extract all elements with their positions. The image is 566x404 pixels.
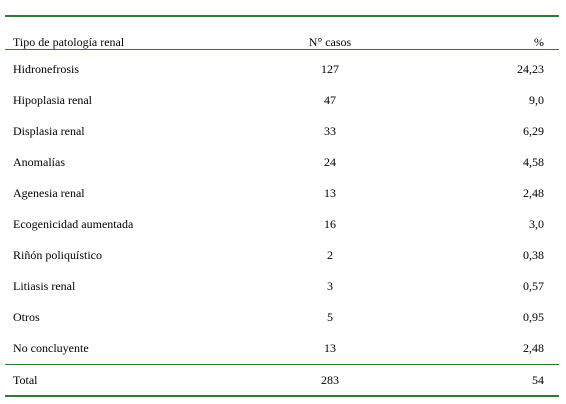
row-name: Anomalías <box>13 155 65 169</box>
table-row: Litiasis renal 3 0,57 <box>5 271 559 302</box>
top-rule <box>5 15 559 17</box>
row-percentage: 0,95 <box>523 310 544 324</box>
row-name: Agenesia renal <box>13 186 85 200</box>
table-row: Hidronefrosis 127 24,23 <box>5 54 559 85</box>
header-case-count: N° casos <box>308 35 352 49</box>
row-percentage: 2,48 <box>523 341 544 355</box>
row-count: 13 <box>324 341 336 355</box>
table-header-row: Tipo de patología renal N° casos % <box>5 17 559 49</box>
row-count: 3 <box>327 279 333 293</box>
row-count: 5 <box>327 310 333 324</box>
row-name: Otros <box>13 310 40 324</box>
row-name: Hidronefrosis <box>13 62 79 76</box>
row-name: Litiasis renal <box>13 279 76 293</box>
bottom-rule <box>5 395 559 397</box>
row-percentage: 4,58 <box>523 155 544 169</box>
row-percentage: 9,0 <box>529 93 544 107</box>
row-percentage: 3,0 <box>529 217 544 231</box>
table-row: Otros 5 0,95 <box>5 302 559 333</box>
header-percentage: % <box>534 35 544 49</box>
row-percentage: 24,23 <box>517 62 544 76</box>
header-rule <box>5 49 559 50</box>
table-row: Anomalías 24 4,58 <box>5 147 559 178</box>
table-row: Displasia renal 33 6,29 <box>5 116 559 147</box>
table-total-row: Total 283 54 <box>5 365 559 395</box>
row-percentage: 0,57 <box>523 279 544 293</box>
row-count: 33 <box>324 124 336 138</box>
row-count: 13 <box>324 186 336 200</box>
row-name: Riñón poliquístico <box>13 248 103 262</box>
row-percentage: 0,38 <box>523 248 544 262</box>
row-count: 127 <box>321 62 339 76</box>
row-count: 47 <box>324 93 336 107</box>
row-name: Hipoplasia renal <box>13 93 92 107</box>
row-name: Displasia renal <box>13 124 85 138</box>
table-row: No concluyente 13 2,48 <box>5 333 559 364</box>
total-rule <box>5 364 559 365</box>
row-percentage: 6,29 <box>523 124 544 138</box>
total-label: Total <box>13 373 38 387</box>
row-count: 2 <box>327 248 333 262</box>
table-row: Riñón poliquístico 2 0,38 <box>5 240 559 271</box>
total-count: 283 <box>321 373 339 387</box>
table-row: Ecogenicidad aumentada 16 3,0 <box>5 209 559 240</box>
pathology-table: Tipo de patología renal N° casos % Hidro… <box>5 15 559 397</box>
table-row: Agenesia renal 13 2,48 <box>5 178 559 209</box>
row-percentage: 2,48 <box>523 186 544 200</box>
row-count: 16 <box>324 217 336 231</box>
row-name: No concluyente <box>13 341 89 355</box>
row-count: 24 <box>324 155 336 169</box>
header-pathology-type: Tipo de patología renal <box>13 35 125 49</box>
table-row: Hipoplasia renal 47 9,0 <box>5 85 559 116</box>
total-percentage: 54 <box>532 373 544 387</box>
row-name: Ecogenicidad aumentada <box>13 217 134 231</box>
